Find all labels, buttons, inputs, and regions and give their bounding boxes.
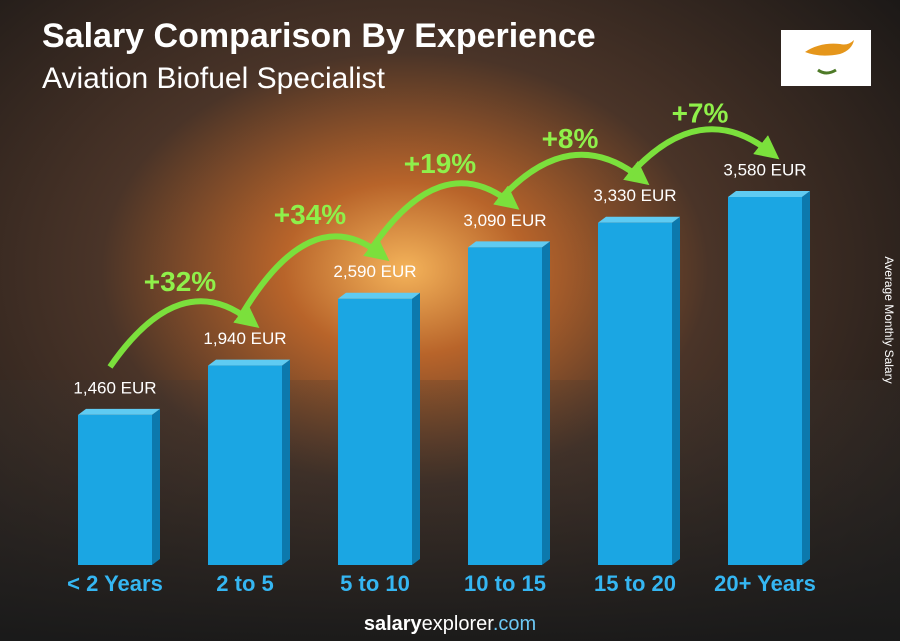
growth-label: +32% (144, 266, 216, 297)
footer-brand: salary (364, 613, 423, 635)
growth-label: +19% (404, 148, 476, 179)
value-label: 2,590 EUR (333, 262, 416, 281)
bar-side (412, 292, 420, 565)
growth-label: +8% (542, 123, 599, 154)
bar-side (542, 241, 550, 565)
x-tick-label: 15 to 20 (594, 571, 676, 596)
value-label: 1,460 EUR (73, 378, 156, 397)
growth-arrow (367, 180, 520, 253)
bar-top (338, 292, 420, 299)
growth-label: +34% (274, 199, 346, 230)
bar (78, 414, 152, 565)
bar-side (802, 191, 810, 565)
x-tick-label: 2 to 5 (216, 571, 273, 596)
bar-top (598, 216, 680, 223)
x-tick-label: 20+ Years (714, 571, 816, 596)
chart-title: Salary Comparison By Experience (42, 17, 596, 55)
flag (781, 30, 871, 86)
value-label: 3,580 EUR (723, 160, 806, 179)
bar-top (78, 408, 160, 415)
footer-brand: .com (493, 613, 536, 635)
growth-arrow (237, 233, 390, 320)
bar (728, 197, 802, 565)
growth-arrow (107, 298, 260, 369)
y-axis-label: Average Monthly Salary (882, 256, 896, 383)
footer-brand: explorer (422, 613, 495, 635)
bar (468, 247, 542, 565)
bar-side (152, 408, 160, 565)
bar (338, 298, 412, 565)
bar-top (208, 359, 290, 366)
footer: salaryexplorer.com (364, 613, 536, 635)
bar-top (468, 241, 550, 248)
bar-side (672, 216, 680, 566)
x-tick-label: 5 to 10 (340, 571, 410, 596)
bar (208, 365, 282, 565)
value-label: 1,940 EUR (203, 329, 286, 348)
x-tick-label: 10 to 15 (464, 571, 546, 596)
value-label: 3,090 EUR (463, 211, 546, 230)
growth-arrow (627, 126, 780, 177)
x-tick-label: < 2 Years (67, 571, 163, 596)
growth-arrow (497, 151, 650, 202)
bar-top (728, 191, 810, 197)
bar-side (282, 359, 290, 565)
bar (598, 222, 672, 566)
value-label: 3,330 EUR (593, 186, 676, 205)
growth-label: +7% (672, 97, 729, 128)
chart-subtitle: Aviation Biofuel Specialist (42, 62, 386, 95)
